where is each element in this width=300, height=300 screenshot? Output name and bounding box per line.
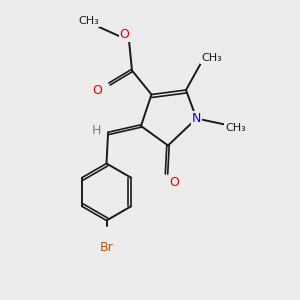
- Text: N: N: [192, 112, 201, 125]
- Text: O: O: [120, 28, 129, 41]
- Text: H: H: [91, 124, 101, 137]
- Text: O: O: [169, 176, 179, 190]
- Text: CH₃: CH₃: [78, 16, 99, 26]
- Text: Br: Br: [100, 241, 113, 254]
- Text: CH₃: CH₃: [201, 53, 222, 64]
- Text: O: O: [93, 83, 102, 97]
- Text: CH₃: CH₃: [225, 123, 246, 134]
